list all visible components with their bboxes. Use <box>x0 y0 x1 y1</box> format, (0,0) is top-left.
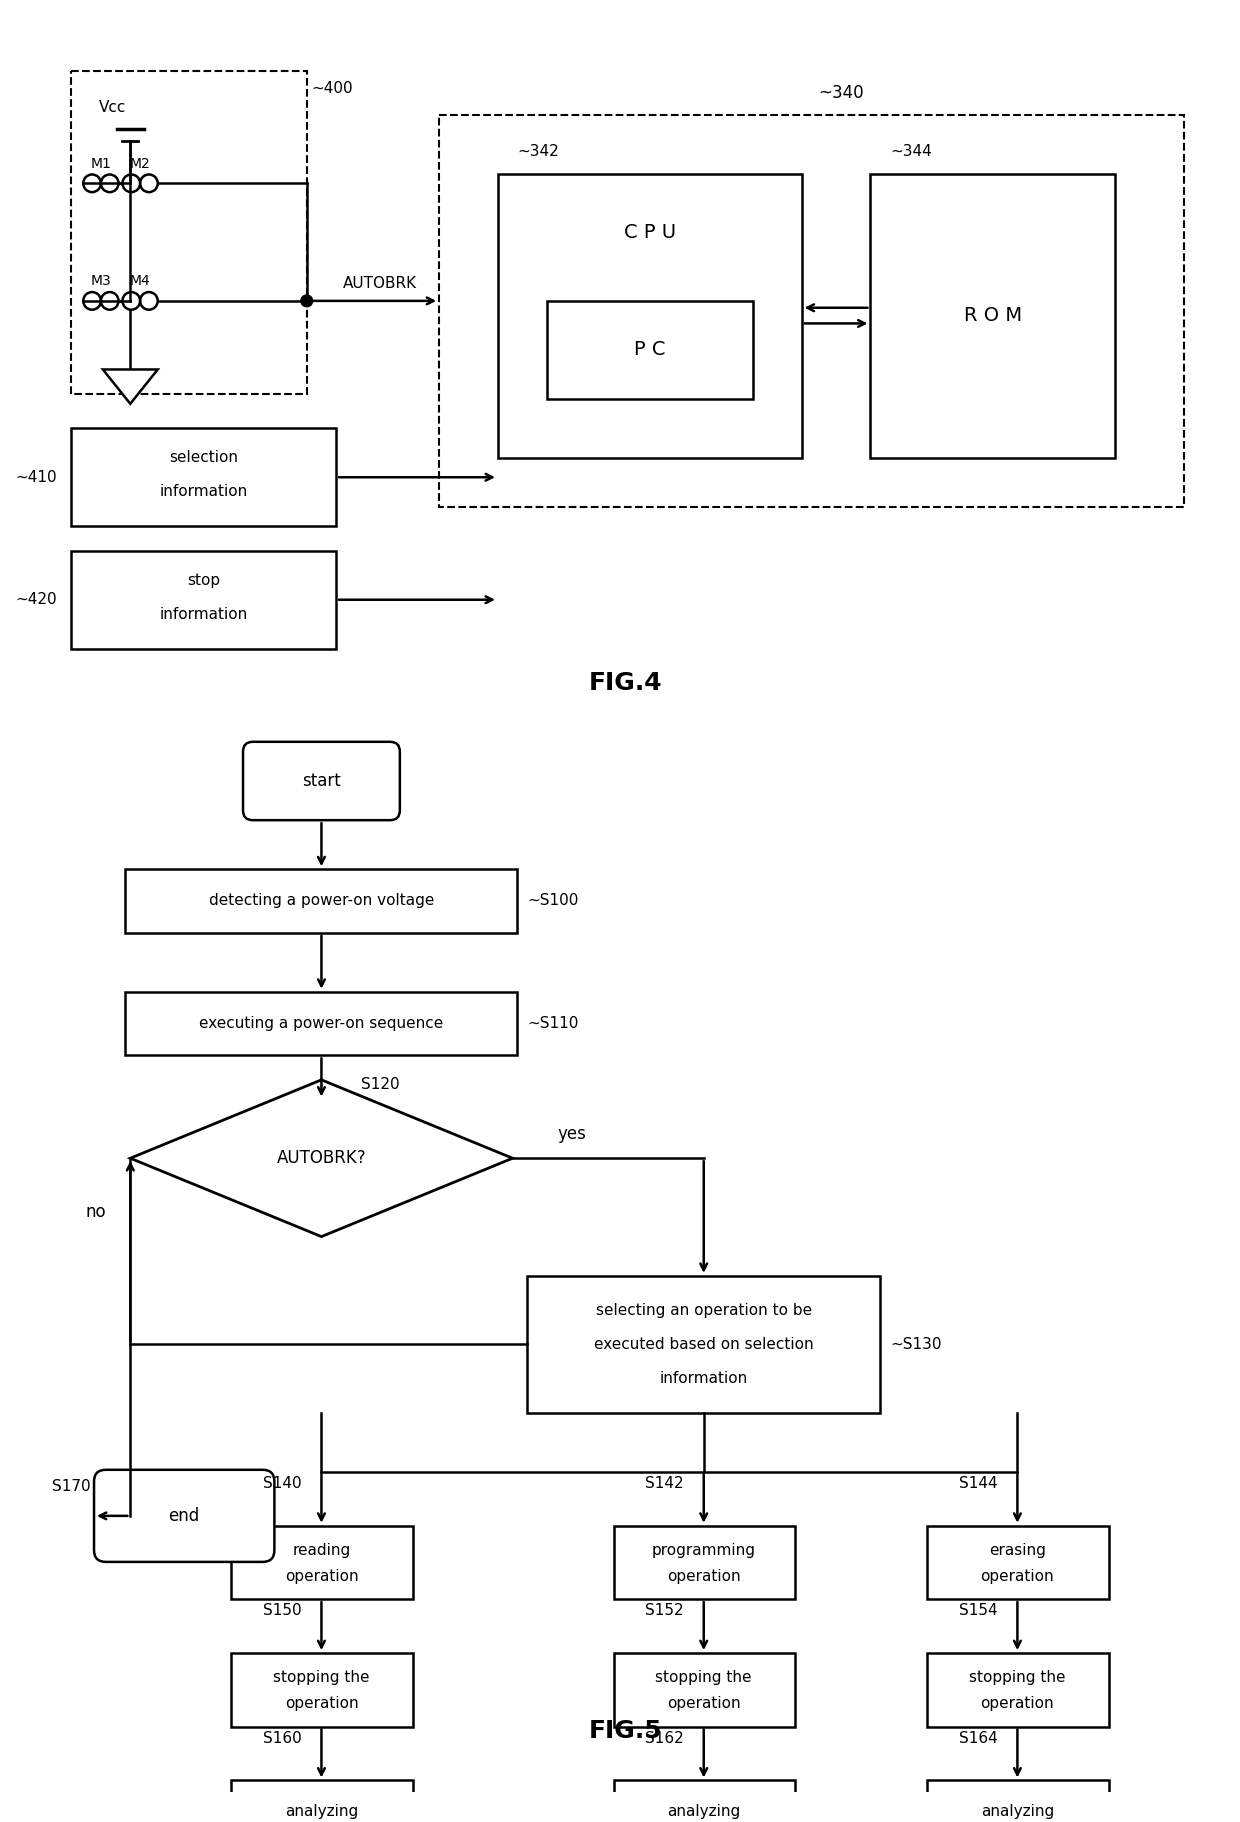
Text: S170: S170 <box>52 1479 91 1494</box>
Bar <box>72 428 336 527</box>
Text: AUTOBRK?: AUTOBRK? <box>277 1150 366 1168</box>
Text: C P U: C P U <box>624 222 676 242</box>
Bar <box>231 1780 413 1822</box>
Text: operation: operation <box>285 1696 358 1711</box>
Text: detecting a power-on voltage: detecting a power-on voltage <box>208 893 434 907</box>
Text: R O M: R O M <box>963 306 1022 324</box>
Bar <box>928 1780 1109 1822</box>
Bar <box>614 1525 795 1600</box>
Bar <box>928 1653 1109 1727</box>
Text: no: no <box>86 1203 107 1221</box>
Text: S120: S120 <box>361 1077 399 1091</box>
Text: yes: yes <box>557 1124 585 1142</box>
FancyBboxPatch shape <box>94 1470 274 1561</box>
Text: operation: operation <box>667 1569 740 1583</box>
Text: FIG.5: FIG.5 <box>589 1720 662 1744</box>
Text: stopping the: stopping the <box>970 1671 1065 1685</box>
Bar <box>527 1275 880 1414</box>
Text: reading: reading <box>293 1543 351 1558</box>
Bar <box>870 173 1116 457</box>
Text: S154: S154 <box>959 1603 997 1618</box>
Text: selection: selection <box>170 450 238 465</box>
Text: S162: S162 <box>645 1731 683 1745</box>
Circle shape <box>301 295 312 306</box>
Text: S142: S142 <box>645 1476 683 1490</box>
Text: end: end <box>169 1507 200 1525</box>
Bar <box>72 550 336 649</box>
Text: M1: M1 <box>91 157 112 171</box>
Polygon shape <box>130 1080 512 1237</box>
Text: information: information <box>160 607 248 621</box>
Text: stop: stop <box>187 572 221 589</box>
Bar <box>125 869 517 933</box>
Text: Vcc: Vcc <box>99 100 126 115</box>
Bar <box>498 173 802 457</box>
Text: S144: S144 <box>959 1476 997 1490</box>
Text: information: information <box>660 1372 748 1387</box>
Bar <box>614 1653 795 1727</box>
Text: ~S100: ~S100 <box>527 893 579 907</box>
Text: S150: S150 <box>263 1603 301 1618</box>
Text: operation: operation <box>981 1569 1054 1583</box>
FancyBboxPatch shape <box>243 742 399 820</box>
Bar <box>547 301 753 399</box>
Text: ~410: ~410 <box>15 470 57 485</box>
Text: analyzing: analyzing <box>285 1804 358 1818</box>
Text: operation: operation <box>981 1696 1054 1711</box>
Text: information: information <box>160 485 248 499</box>
Text: analyzing: analyzing <box>981 1804 1054 1818</box>
Text: operation: operation <box>667 1696 740 1711</box>
Text: selecting an operation to be: selecting an operation to be <box>595 1303 812 1317</box>
Text: stopping the: stopping the <box>656 1671 751 1685</box>
Text: stopping the: stopping the <box>273 1671 370 1685</box>
Bar <box>125 991 517 1055</box>
Text: ~340: ~340 <box>818 84 864 102</box>
Text: ~400: ~400 <box>311 80 353 97</box>
Bar <box>439 115 1184 507</box>
Text: M2: M2 <box>130 157 150 171</box>
Text: start: start <box>303 773 341 791</box>
Bar <box>928 1525 1109 1600</box>
Text: analyzing: analyzing <box>667 1804 740 1818</box>
Text: executing a power-on sequence: executing a power-on sequence <box>200 1015 444 1031</box>
Text: S152: S152 <box>645 1603 683 1618</box>
Bar <box>72 71 306 394</box>
Text: ~S130: ~S130 <box>890 1337 941 1352</box>
Text: M4: M4 <box>130 275 150 288</box>
Bar <box>614 1780 795 1822</box>
Text: FIG.4: FIG.4 <box>589 670 662 694</box>
Bar <box>231 1653 413 1727</box>
Polygon shape <box>103 370 157 404</box>
Text: S140: S140 <box>263 1476 301 1490</box>
Text: ~342: ~342 <box>517 144 559 160</box>
Text: executed based on selection: executed based on selection <box>594 1337 813 1352</box>
Text: S164: S164 <box>959 1731 997 1745</box>
Text: programming: programming <box>652 1543 755 1558</box>
Text: S160: S160 <box>263 1731 301 1745</box>
Text: ~S110: ~S110 <box>527 1015 579 1031</box>
Text: ~344: ~344 <box>890 144 931 160</box>
Text: ~420: ~420 <box>15 592 57 607</box>
Text: M3: M3 <box>91 275 112 288</box>
Text: P C: P C <box>634 341 666 359</box>
Text: AUTOBRK: AUTOBRK <box>343 275 418 292</box>
Bar <box>231 1525 413 1600</box>
Text: operation: operation <box>285 1569 358 1583</box>
Text: erasing: erasing <box>990 1543 1045 1558</box>
